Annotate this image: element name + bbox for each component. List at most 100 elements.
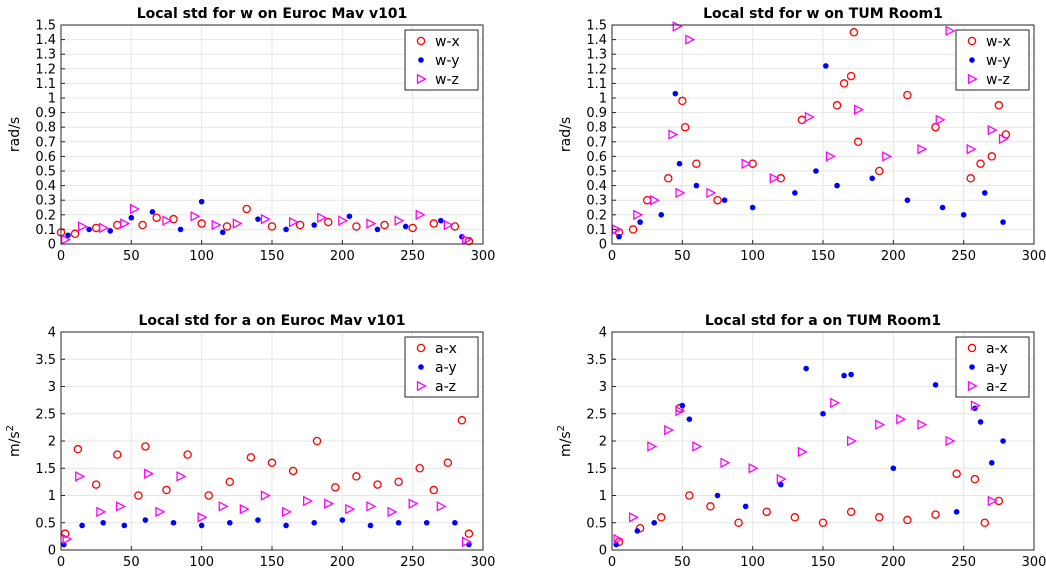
data-point: [73, 444, 83, 454]
data-point: [664, 424, 675, 436]
data-point: [853, 137, 863, 147]
data-point: [65, 232, 71, 239]
data-point: [854, 104, 865, 115]
data-point: [675, 187, 686, 199]
data-point: [706, 187, 717, 199]
data-point: [415, 209, 426, 221]
data-point: [227, 519, 233, 526]
x-tick-label: 200: [881, 249, 906, 264]
y-tick-label: 0.7: [586, 135, 607, 150]
data-point: [255, 216, 261, 222]
legend: a-x a-y a-z: [404, 336, 479, 398]
data-point: [429, 219, 439, 228]
data-point: [970, 474, 980, 484]
data-point: [932, 382, 939, 388]
legend-label: w-y: [435, 53, 460, 69]
data-point: [120, 218, 131, 229]
legend-marker-w-x: [967, 36, 977, 46]
x-tick-label: 150: [811, 249, 836, 264]
data-point: [91, 480, 101, 489]
y-tick-label: 1.3: [586, 48, 607, 63]
data-point: [977, 419, 984, 425]
legend-label: w-z: [986, 72, 1010, 88]
data-point: [394, 215, 405, 226]
data-point: [931, 510, 940, 519]
data-point: [169, 214, 178, 224]
y-tick-label: 0.9: [35, 106, 56, 121]
data-point: [61, 234, 72, 245]
y-tick-label: 0.3: [586, 194, 607, 209]
y-tick-label: 1.5: [586, 462, 607, 477]
x-tick-label: 0: [608, 555, 616, 570]
data-point: [267, 458, 277, 468]
data-point: [917, 419, 928, 430]
data-point: [952, 469, 961, 478]
y-tick-label: 1.2: [35, 62, 56, 77]
data-point: [443, 458, 453, 468]
data-point: [721, 197, 728, 203]
data-point: [387, 506, 398, 518]
data-point: [225, 477, 235, 487]
data-point: [113, 450, 122, 459]
y-tick-label: 0.5: [586, 516, 607, 531]
data-point: [797, 446, 808, 458]
x-tick-label: 100: [740, 249, 765, 264]
data-point: [222, 222, 232, 231]
data-point: [288, 466, 298, 476]
data-point: [749, 204, 756, 211]
series-w-z: [612, 21, 1009, 235]
data-point: [762, 507, 771, 517]
data-point: [331, 483, 340, 492]
y-axis-label: m/s2: [5, 425, 23, 457]
data-point: [267, 222, 277, 231]
data-point: [345, 503, 356, 515]
data-point: [311, 519, 318, 526]
data-point: [62, 533, 73, 545]
data-point: [423, 519, 430, 526]
y-tick-label: 1: [48, 489, 56, 504]
data-point: [141, 442, 150, 451]
data-point: [211, 219, 222, 231]
data-point: [121, 522, 128, 529]
data-point: [239, 503, 250, 515]
legend-label: a-z: [435, 379, 456, 395]
data-point: [177, 226, 184, 233]
x-tick-label: 300: [471, 555, 496, 570]
data-point: [748, 462, 759, 474]
data-point: [917, 143, 928, 155]
data-point: [686, 416, 693, 423]
data-point: [450, 222, 460, 231]
y-tick-label: 3: [599, 380, 607, 395]
y-tick-label: 0.8: [586, 121, 607, 136]
data-point: [352, 472, 361, 481]
data-point: [260, 213, 271, 225]
data-point: [338, 215, 349, 226]
data-point: [651, 519, 657, 526]
y-tick-label: 0.2: [35, 208, 56, 223]
x-tick-label: 50: [674, 555, 691, 570]
data-point: [152, 213, 161, 222]
data-point: [128, 214, 135, 221]
data-point: [367, 522, 374, 529]
data-point: [436, 501, 447, 512]
data-point: [198, 198, 205, 205]
y-tick-label: 4: [599, 326, 607, 341]
data-point: [134, 491, 143, 500]
x-tick-label: 250: [951, 249, 976, 264]
y-tick-label: 3.5: [586, 353, 607, 368]
y-axis-label: rad/s: [7, 117, 23, 152]
data-point: [882, 151, 893, 162]
data-point: [380, 220, 389, 230]
data-point: [647, 441, 658, 452]
x-tick-label: 250: [951, 555, 976, 570]
y-tick-label: 1.5: [586, 19, 607, 34]
data-point: [981, 190, 988, 196]
data-point: [149, 209, 156, 215]
data-point: [170, 519, 177, 526]
data-point: [394, 477, 403, 487]
y-axis-label-superscript: 2: [556, 425, 567, 431]
data-point: [813, 168, 819, 174]
data-point: [980, 518, 990, 528]
y-tick-label: 1.4: [586, 33, 607, 48]
